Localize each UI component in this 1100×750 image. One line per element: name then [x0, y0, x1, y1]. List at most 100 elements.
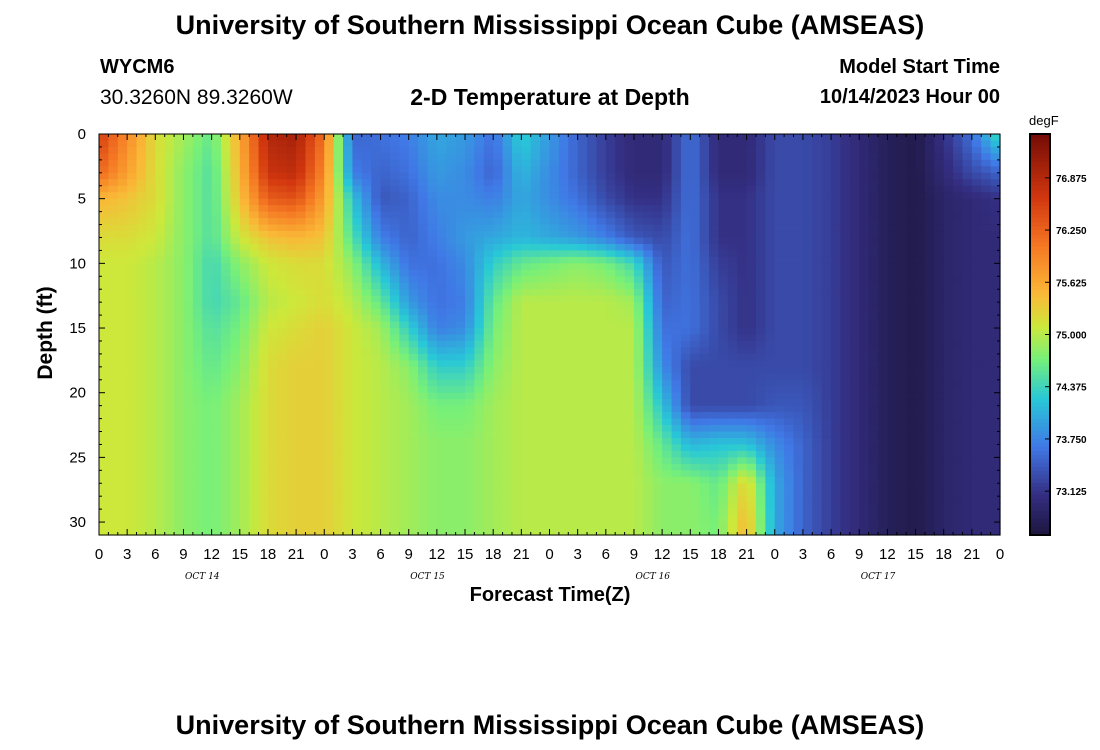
heatmap-cell [643, 282, 654, 290]
heatmap-cell [267, 418, 278, 426]
heatmap-cell [127, 134, 138, 142]
heatmap-cell [183, 425, 194, 433]
heatmap-cell [465, 302, 476, 310]
heatmap-cell [793, 159, 804, 167]
heatmap-cell [465, 315, 476, 323]
heatmap-cell [343, 321, 354, 329]
heatmap-cell [502, 295, 513, 303]
heatmap-cell [108, 457, 119, 465]
heatmap-cell [690, 399, 701, 407]
heatmap-cell [615, 399, 626, 407]
heatmap-cell [371, 237, 382, 245]
heatmap-cell [455, 328, 466, 336]
heatmap-cell [249, 250, 260, 258]
heatmap-cell [324, 256, 335, 264]
heatmap-cell [277, 315, 288, 323]
heatmap-cell [511, 282, 522, 290]
heatmap-cell [577, 334, 588, 342]
heatmap-cell [389, 450, 400, 458]
heatmap-cell [361, 425, 372, 433]
heatmap-cell [446, 159, 457, 167]
heatmap-cell [465, 366, 476, 374]
heatmap-cell [793, 263, 804, 271]
heatmap-cell [558, 463, 569, 471]
heatmap-cell [549, 205, 560, 213]
heatmap-cell [549, 360, 560, 368]
heatmap-cell [202, 450, 213, 458]
heatmap-cell [371, 463, 382, 471]
heatmap-cell [671, 373, 682, 381]
heatmap-cell [474, 386, 485, 394]
heatmap-cell [258, 231, 269, 239]
heatmap-cell [896, 146, 907, 155]
heatmap-cell [718, 302, 729, 310]
heatmap-cell [361, 205, 372, 213]
heatmap-cell [774, 405, 785, 413]
heatmap-cell [249, 373, 260, 381]
heatmap-cell [981, 224, 992, 232]
heatmap-cell [249, 418, 260, 426]
heatmap-cell [343, 425, 354, 433]
heatmap-cell [286, 276, 297, 284]
heatmap-cell [624, 347, 635, 355]
heatmap-cell [230, 211, 241, 219]
heatmap-cell [418, 321, 429, 329]
heatmap-cell [436, 192, 447, 200]
heatmap-cell [831, 192, 842, 200]
heatmap-cell [361, 140, 372, 148]
heatmap-cell [953, 425, 964, 433]
heatmap-cell [371, 386, 382, 394]
heatmap-cell [483, 450, 494, 458]
heatmap-cell [831, 159, 842, 167]
heatmap-cell [981, 450, 992, 458]
heatmap-cell [953, 347, 964, 355]
heatmap-cell [221, 237, 231, 245]
heatmap-cell [915, 140, 926, 148]
heatmap-cell [343, 237, 354, 245]
heatmap-cell [990, 224, 1001, 232]
heatmap-cell [296, 399, 307, 407]
heatmap-cell [333, 431, 344, 439]
heatmap-cell [971, 159, 982, 167]
heatmap-cell [877, 146, 888, 155]
heatmap-cell [511, 146, 522, 155]
heatmap-cell [587, 340, 598, 349]
heatmap-cell [183, 392, 194, 400]
heatmap-cell [333, 185, 344, 193]
heatmap-cell [221, 276, 231, 284]
heatmap-cell [549, 269, 560, 277]
heatmap-cell [502, 353, 513, 361]
heatmap-cell [962, 289, 973, 297]
heatmap-cell [174, 282, 185, 290]
heatmap-cell [568, 366, 579, 374]
heatmap-cell [821, 431, 832, 439]
heatmap-cell [990, 302, 1001, 310]
heatmap-cell [155, 134, 166, 142]
heatmap-cell [915, 159, 926, 167]
heatmap-cell [568, 250, 579, 258]
heatmap-cell [568, 269, 579, 277]
heatmap-cell [680, 437, 691, 446]
heatmap-cell [652, 263, 663, 271]
heatmap-cell [127, 463, 138, 471]
heatmap-cell [765, 159, 776, 167]
heatmap-cell [249, 379, 260, 387]
heatmap-cell [540, 412, 551, 420]
heatmap-cell [727, 431, 738, 439]
heatmap-cell [971, 185, 982, 193]
heatmap-cell [784, 386, 795, 394]
heatmap-cell [812, 159, 823, 167]
heatmap-cell [155, 231, 166, 239]
heatmap-cell [371, 256, 382, 264]
heatmap-cell [746, 289, 757, 297]
heatmap-cell [633, 399, 644, 407]
heatmap-cell [784, 412, 795, 420]
heatmap-cell [296, 302, 307, 310]
heatmap-cell [859, 373, 870, 381]
heatmap-cell [436, 179, 447, 187]
heatmap-cell [971, 347, 982, 355]
heatmap-cell [737, 289, 748, 297]
heatmap-cell [680, 425, 691, 433]
heatmap-cell [474, 179, 485, 187]
heatmap-cell [793, 392, 804, 400]
